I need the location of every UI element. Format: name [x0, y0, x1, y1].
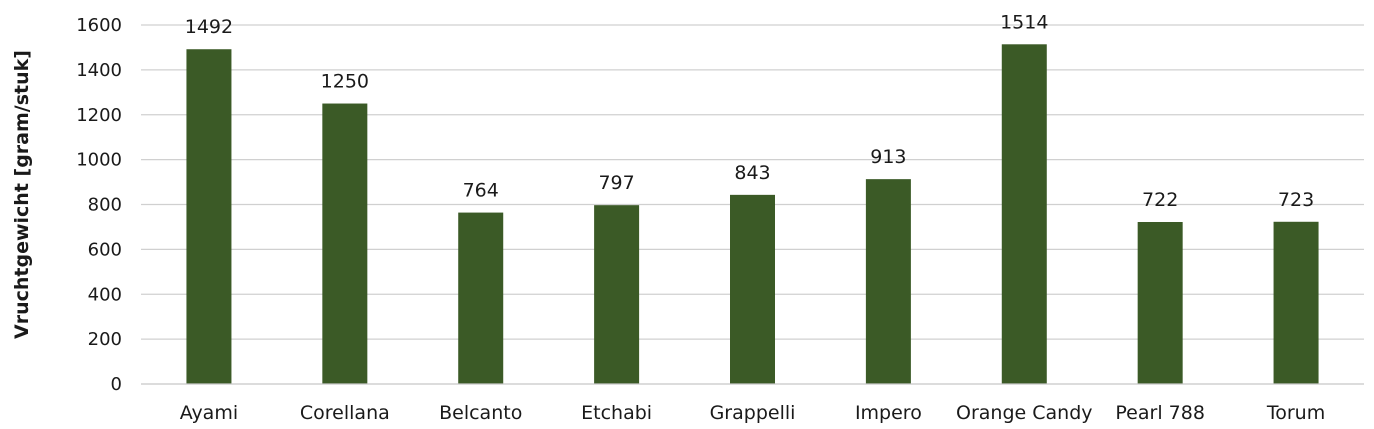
- bar: [594, 205, 640, 384]
- y-tick-label: 200: [88, 329, 122, 350]
- bar: [865, 179, 911, 384]
- y-tick-label: 600: [88, 239, 122, 260]
- data-label: 1492: [185, 16, 233, 38]
- y-axis-title: Vruchtgewicht [gram/stuk]: [11, 50, 33, 339]
- x-category-label: Corellana: [300, 402, 390, 424]
- x-category-label: Belcanto: [439, 402, 522, 424]
- x-category-label: Pearl 788: [1115, 402, 1205, 424]
- x-category-label: Etchabi: [581, 402, 652, 424]
- y-tick-label: 1000: [76, 150, 122, 171]
- data-label: 797: [598, 172, 634, 194]
- bar: [730, 194, 775, 384]
- x-category-label: Ayami: [180, 402, 238, 424]
- bar: [186, 49, 232, 385]
- y-tick-label: 1600: [76, 15, 122, 36]
- data-label: 723: [1278, 189, 1314, 211]
- x-category-label: Torum: [1266, 402, 1325, 424]
- y-axis-ticks: 0 200 400 600 800 1000 1200 1400 1600: [76, 15, 122, 395]
- bar: [1001, 44, 1047, 384]
- bar: [1273, 221, 1319, 384]
- bars: [186, 44, 1319, 385]
- x-category-label: Grappelli: [710, 402, 796, 424]
- bar: [458, 212, 504, 384]
- x-axis-categories: Ayami Corellana Belcanto Etchabi Grappelli Im…: [180, 402, 1325, 424]
- bar: [322, 103, 368, 384]
- data-label: 1250: [321, 71, 369, 93]
- y-tick-label: 800: [88, 195, 122, 216]
- x-category-label: Impero: [855, 402, 922, 424]
- y-tick-label: 0: [111, 374, 122, 395]
- x-category-label: Orange Candy: [956, 402, 1093, 424]
- data-label: 913: [870, 146, 906, 168]
- data-labels: 1492 1250 764 797 843 913 1514 722 723: [185, 11, 1314, 211]
- data-label: 722: [1142, 189, 1178, 211]
- y-tick-label: 1200: [76, 105, 122, 126]
- y-tick-label: 1400: [76, 60, 122, 81]
- data-label: 843: [734, 162, 770, 184]
- data-label: 1514: [1000, 11, 1048, 33]
- y-tick-label: 400: [88, 284, 122, 305]
- bar: [1137, 222, 1183, 384]
- data-label: 764: [463, 180, 499, 202]
